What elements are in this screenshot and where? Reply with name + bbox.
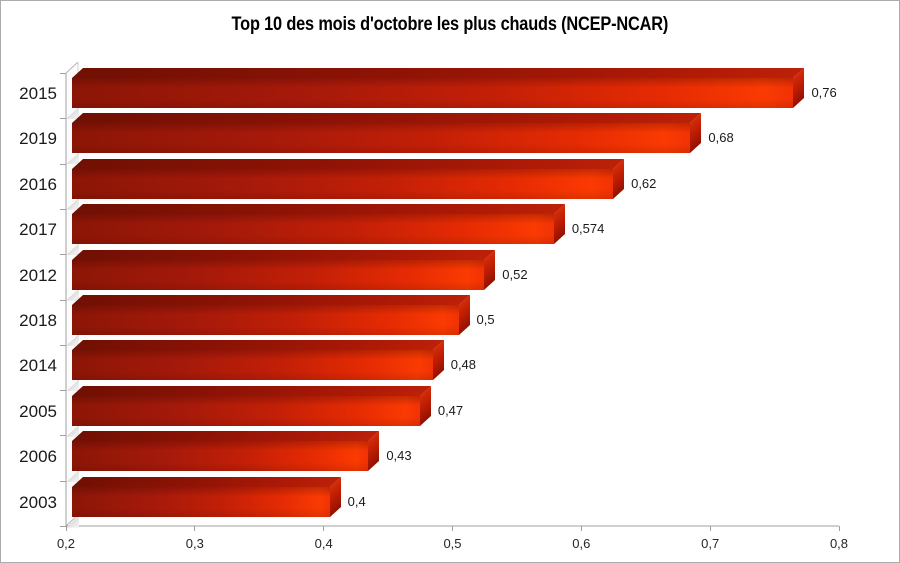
category-label: 2016 [19,174,57,194]
bar-front-face [72,441,369,472]
x-axis-tick-label: 0,6 [572,536,591,551]
bar-top-face [72,295,470,305]
x-axis-tick [709,526,711,531]
category-label: 2006 [19,447,57,467]
y-axis-tick [60,299,66,301]
bar-top-face [72,68,805,78]
x-axis-tick-label: 0,8 [829,536,849,551]
y-axis-tick [60,208,66,210]
bar-front-face [72,350,433,381]
category-label: 2018 [19,311,57,330]
y-axis-tick [60,163,66,165]
category-label: 2014 [19,356,57,376]
category-label: 2017 [19,220,57,240]
category-label: 2003 [19,492,57,512]
bar-front-face [72,486,330,517]
x-axis-tick-label: 0,3 [185,536,204,551]
y-axis-tick [60,118,66,120]
bar-front-face [72,123,691,154]
value-label: 0,4 [347,493,366,509]
category-label: 2019 [19,129,57,149]
x-axis-tick [323,526,325,531]
y-axis-tick [60,480,66,482]
x-axis-tick-label: 0,7 [701,536,720,551]
category-label: 2015 [19,84,57,103]
bar-top-face [72,204,565,215]
y-axis-tick [60,390,66,392]
x-axis-tick-label: 0,4 [314,536,333,551]
y-axis-tick [60,254,66,256]
value-label: 0,48 [450,357,477,373]
x-axis-tick [838,526,840,531]
x-axis-tick-label: 0,2 [56,536,76,551]
y-axis-tick [60,344,66,346]
value-label: 0,76 [811,85,837,100]
value-label: 0,43 [386,448,412,464]
chart-title: Top 10 des mois d'octobre les plus chaud… [1,14,899,36]
x-axis-tick [65,526,67,531]
chart-title-text: Top 10 des mois d'octobre les plus chaud… [231,14,669,35]
bar-top-face [72,385,431,396]
bar-top-face [72,476,341,487]
bar-top-face [72,431,380,442]
category-label: 2005 [19,401,57,421]
value-label: 0,5 [476,312,495,327]
bar-front-face [72,168,614,199]
x-axis-tick-label: 0,5 [443,536,462,551]
bar-front-face [72,259,485,290]
bar-front-face [72,214,554,245]
value-label: 0,52 [502,266,528,282]
wall-bottom-edge [65,514,79,527]
value-label: 0,68 [708,130,734,146]
bar-top-face [72,340,444,351]
bar-top-face [72,158,625,169]
y-axis-tick [60,435,66,437]
category-label: 2012 [19,265,57,285]
x-axis-tick [194,526,196,531]
wall-top-edge [65,61,79,74]
y-axis-tick [60,526,66,527]
bar-top-face [72,113,702,124]
x-axis-tick [580,526,582,531]
value-label: 0,62 [631,175,657,191]
bar-top-face [72,249,496,260]
bar-front-face [72,78,794,108]
x-axis-tick [452,526,453,531]
value-label: 0,47 [437,402,464,418]
value-label: 0,574 [571,221,605,237]
y-axis-tick [60,73,66,74]
bar-front-face [72,395,420,426]
bar-front-face [72,305,459,335]
